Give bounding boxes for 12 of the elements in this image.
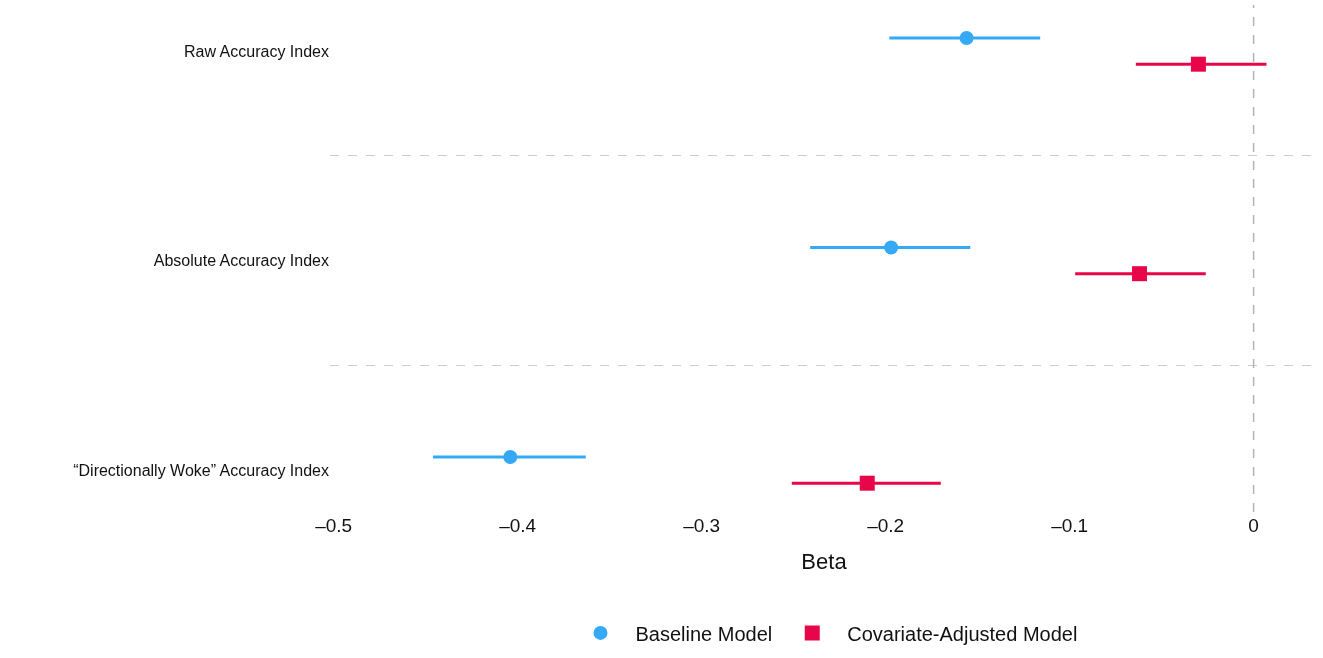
- x-tick-label: –0.4: [499, 515, 537, 536]
- legend-label: Baseline Model: [635, 622, 773, 645]
- x-tick-label: –0.5: [315, 515, 353, 536]
- legend-label: Covariate-Adjusted Model: [847, 622, 1078, 645]
- x-axis-title: Beta: [801, 548, 848, 574]
- y-tick-label: “Directionally Woke” Accuracy Index: [73, 461, 329, 479]
- y-tick-label: Absolute Accuracy Index: [153, 252, 329, 270]
- x-tick-label: –0.2: [867, 515, 905, 536]
- x-tick-label: –0.3: [683, 515, 721, 536]
- x-tick-label: 0: [1248, 515, 1259, 536]
- x-tick-label: –0.1: [1051, 515, 1089, 536]
- y-tick-label: Raw Accuracy Index: [184, 42, 329, 60]
